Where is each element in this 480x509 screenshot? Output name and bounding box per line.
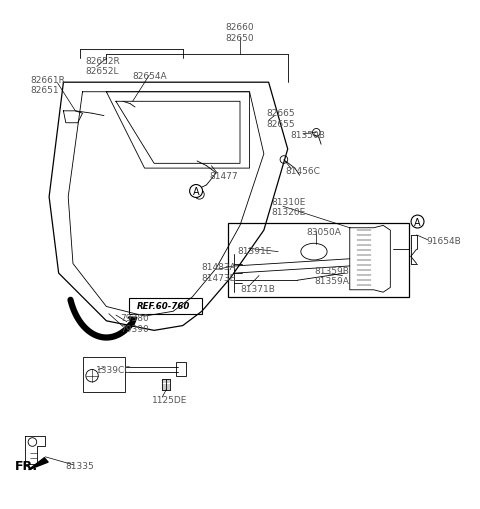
Polygon shape <box>29 458 48 470</box>
Text: FR.: FR. <box>15 460 38 472</box>
Text: 82660
82650: 82660 82650 <box>226 23 254 43</box>
Text: 81456C: 81456C <box>285 166 320 176</box>
Polygon shape <box>129 317 137 327</box>
Text: 81310E
81320E: 81310E 81320E <box>271 197 305 216</box>
Text: A: A <box>414 217 421 227</box>
Text: 81483A
81473E: 81483A 81473E <box>202 263 237 282</box>
Text: 81350B: 81350B <box>290 131 325 140</box>
Bar <box>176 362 186 376</box>
Text: 82652R
82652L: 82652R 82652L <box>85 56 120 76</box>
Text: 82654A: 82654A <box>132 71 167 80</box>
Text: 81391E: 81391E <box>238 246 272 255</box>
Text: 1339CC: 1339CC <box>96 365 132 374</box>
Text: 79380
79390: 79380 79390 <box>120 314 148 333</box>
Text: 81335: 81335 <box>66 462 95 470</box>
Text: 81477: 81477 <box>209 172 238 180</box>
Bar <box>228 223 409 297</box>
Text: 91654B: 91654B <box>426 237 461 246</box>
Text: 83050A: 83050A <box>307 227 342 236</box>
Text: REF.60-760: REF.60-760 <box>136 301 190 310</box>
Text: 81371B: 81371B <box>240 285 275 293</box>
Text: 82661R
82651: 82661R 82651 <box>30 76 65 95</box>
Text: A: A <box>193 187 199 196</box>
Text: 81359B
81359A: 81359B 81359A <box>314 266 349 286</box>
Text: 82665
82655: 82665 82655 <box>266 109 295 128</box>
Text: 1125DE: 1125DE <box>152 395 187 404</box>
Bar <box>84 357 125 392</box>
